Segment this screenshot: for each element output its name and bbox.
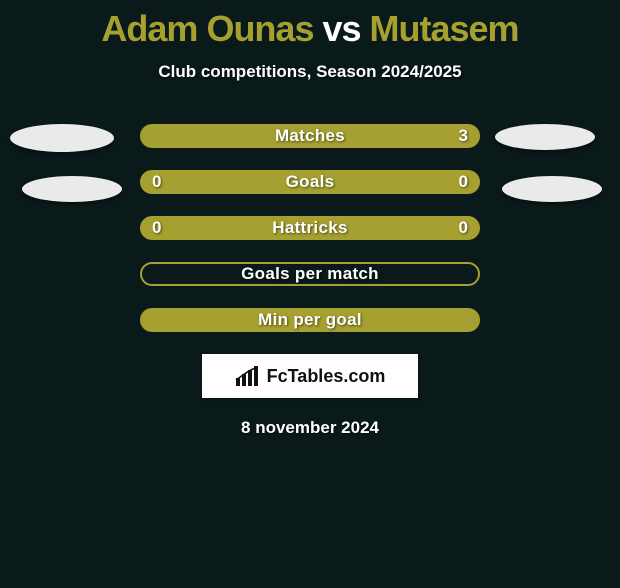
avatar-ellipse-3 xyxy=(502,176,602,202)
page-title: Adam Ounas vs Mutasem xyxy=(0,8,620,50)
title-left: Adam Ounas xyxy=(101,8,313,49)
brand-text: FcTables.com xyxy=(267,366,386,387)
stat-label: Matches xyxy=(275,126,345,146)
avatar-ellipse-0 xyxy=(10,124,114,152)
stat-label: Min per goal xyxy=(258,310,362,330)
stat-row-matches: Matches 3 xyxy=(140,124,480,148)
brand-box: FcTables.com xyxy=(202,354,418,398)
stat-label: Goals xyxy=(286,172,335,192)
bars-icon xyxy=(235,366,263,386)
stat-left-value: 0 xyxy=(152,172,161,192)
stat-row-hattricks: 0 Hattricks 0 xyxy=(140,216,480,240)
stat-row-min-per-goal: Min per goal xyxy=(140,308,480,332)
title-vs: vs xyxy=(313,8,369,49)
date-label: 8 november 2024 xyxy=(0,418,620,438)
stat-left-value: 0 xyxy=(152,218,161,238)
title-right: Mutasem xyxy=(370,8,519,49)
stat-row-goals: 0 Goals 0 xyxy=(140,170,480,194)
stat-label: Goals per match xyxy=(241,264,379,284)
stat-row-goals-per-match: Goals per match xyxy=(140,262,480,286)
stat-right-value: 0 xyxy=(459,218,468,238)
subtitle: Club competitions, Season 2024/2025 xyxy=(0,62,620,82)
stat-label: Hattricks xyxy=(272,218,347,238)
stat-right-value: 3 xyxy=(459,126,468,146)
stat-right-value: 0 xyxy=(459,172,468,192)
avatar-ellipse-2 xyxy=(495,124,595,150)
avatar-ellipse-1 xyxy=(22,176,122,202)
comparison-stage: Matches 3 0 Goals 0 0 Hattricks 0 Goals per matc… xyxy=(0,124,620,332)
stat-bars: Matches 3 0 Goals 0 0 Hattricks 0 Goals per matc… xyxy=(140,124,480,332)
